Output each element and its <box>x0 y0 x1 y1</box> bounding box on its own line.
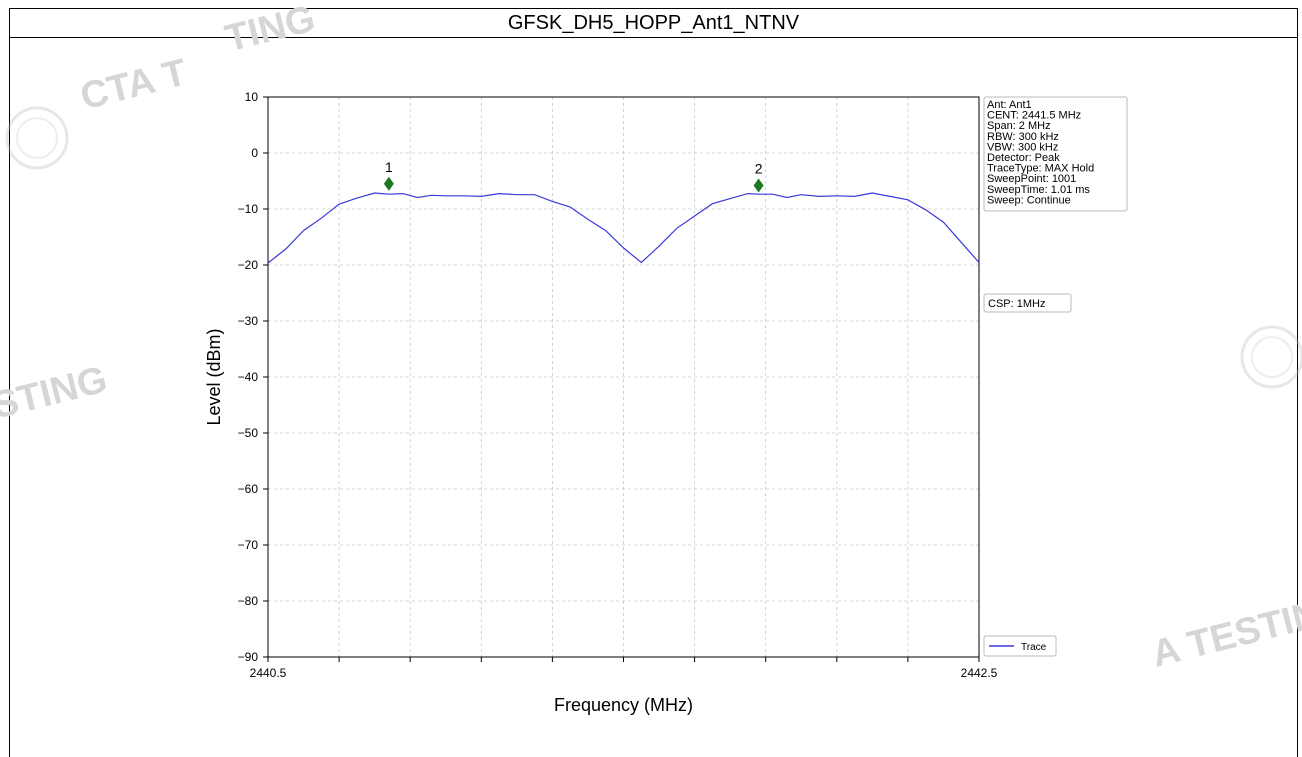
y-axis-ticks: 10 0 −10 −20 −30 −40 −50 −60 −70 −80 −90 <box>238 90 268 664</box>
info-box-line: CENT: 2441.5 MHz <box>987 110 1081 122</box>
csp-label: CSP: 1MHz <box>988 298 1045 310</box>
trace-line <box>267 192 980 264</box>
marker-label: 2 <box>755 160 763 176</box>
x-tick-label: 2440.5 <box>250 666 287 680</box>
y-tick-label: −80 <box>238 594 259 608</box>
page-title: GFSK_DH5_HOPP_Ant1_NTNV <box>9 8 1298 38</box>
marker-diamond <box>383 176 394 191</box>
y-tick-label: −70 <box>238 538 259 552</box>
y-tick-label: −10 <box>238 202 259 216</box>
csp-box <box>983 293 1072 313</box>
y-tick-label: 10 <box>245 90 259 104</box>
info-box-line: Ant: Ant1 <box>987 99 1032 111</box>
x-axis-ticks: 2440.5 2442.5 <box>250 657 998 680</box>
info-box-line: SweepPoint: 1001 <box>987 173 1076 185</box>
y-axis-label: Level (dBm) <box>204 328 224 425</box>
x-tick-label: 2442.5 <box>961 666 998 680</box>
info-box-line: SweepTime: 1.01 ms <box>987 184 1090 196</box>
y-tick-label: −60 <box>238 482 259 496</box>
legend-box <box>983 635 1057 657</box>
y-tick-label: −20 <box>238 258 259 272</box>
info-box-line: Sweep: Continue <box>987 194 1071 206</box>
y-tick-label: −40 <box>238 370 259 384</box>
y-tick-label: −50 <box>238 426 259 440</box>
info-box-line: TraceType: MAX Hold <box>987 163 1094 175</box>
marker-label: 1 <box>385 159 393 175</box>
y-tick-label: −90 <box>238 650 259 664</box>
y-tick-label: −30 <box>238 314 259 328</box>
info-box-line: VBW: 300 kHz <box>987 141 1058 153</box>
info-box <box>983 96 1128 212</box>
watermark-seal-right <box>1240 325 1302 389</box>
marker-diamond <box>753 178 764 193</box>
watermark-seal-left <box>5 106 69 170</box>
y-tick-label: 0 <box>251 146 258 160</box>
grid-lines <box>267 96 980 658</box>
page-frame <box>9 8 1298 757</box>
x-axis-label: Frequency (MHz) <box>554 695 693 715</box>
info-box-line: Detector: Peak <box>987 152 1060 164</box>
legend-label: Trace <box>1021 642 1047 653</box>
info-box-line: Span: 2 MHz <box>987 120 1051 132</box>
info-box-line: RBW: 300 kHz <box>987 131 1059 143</box>
